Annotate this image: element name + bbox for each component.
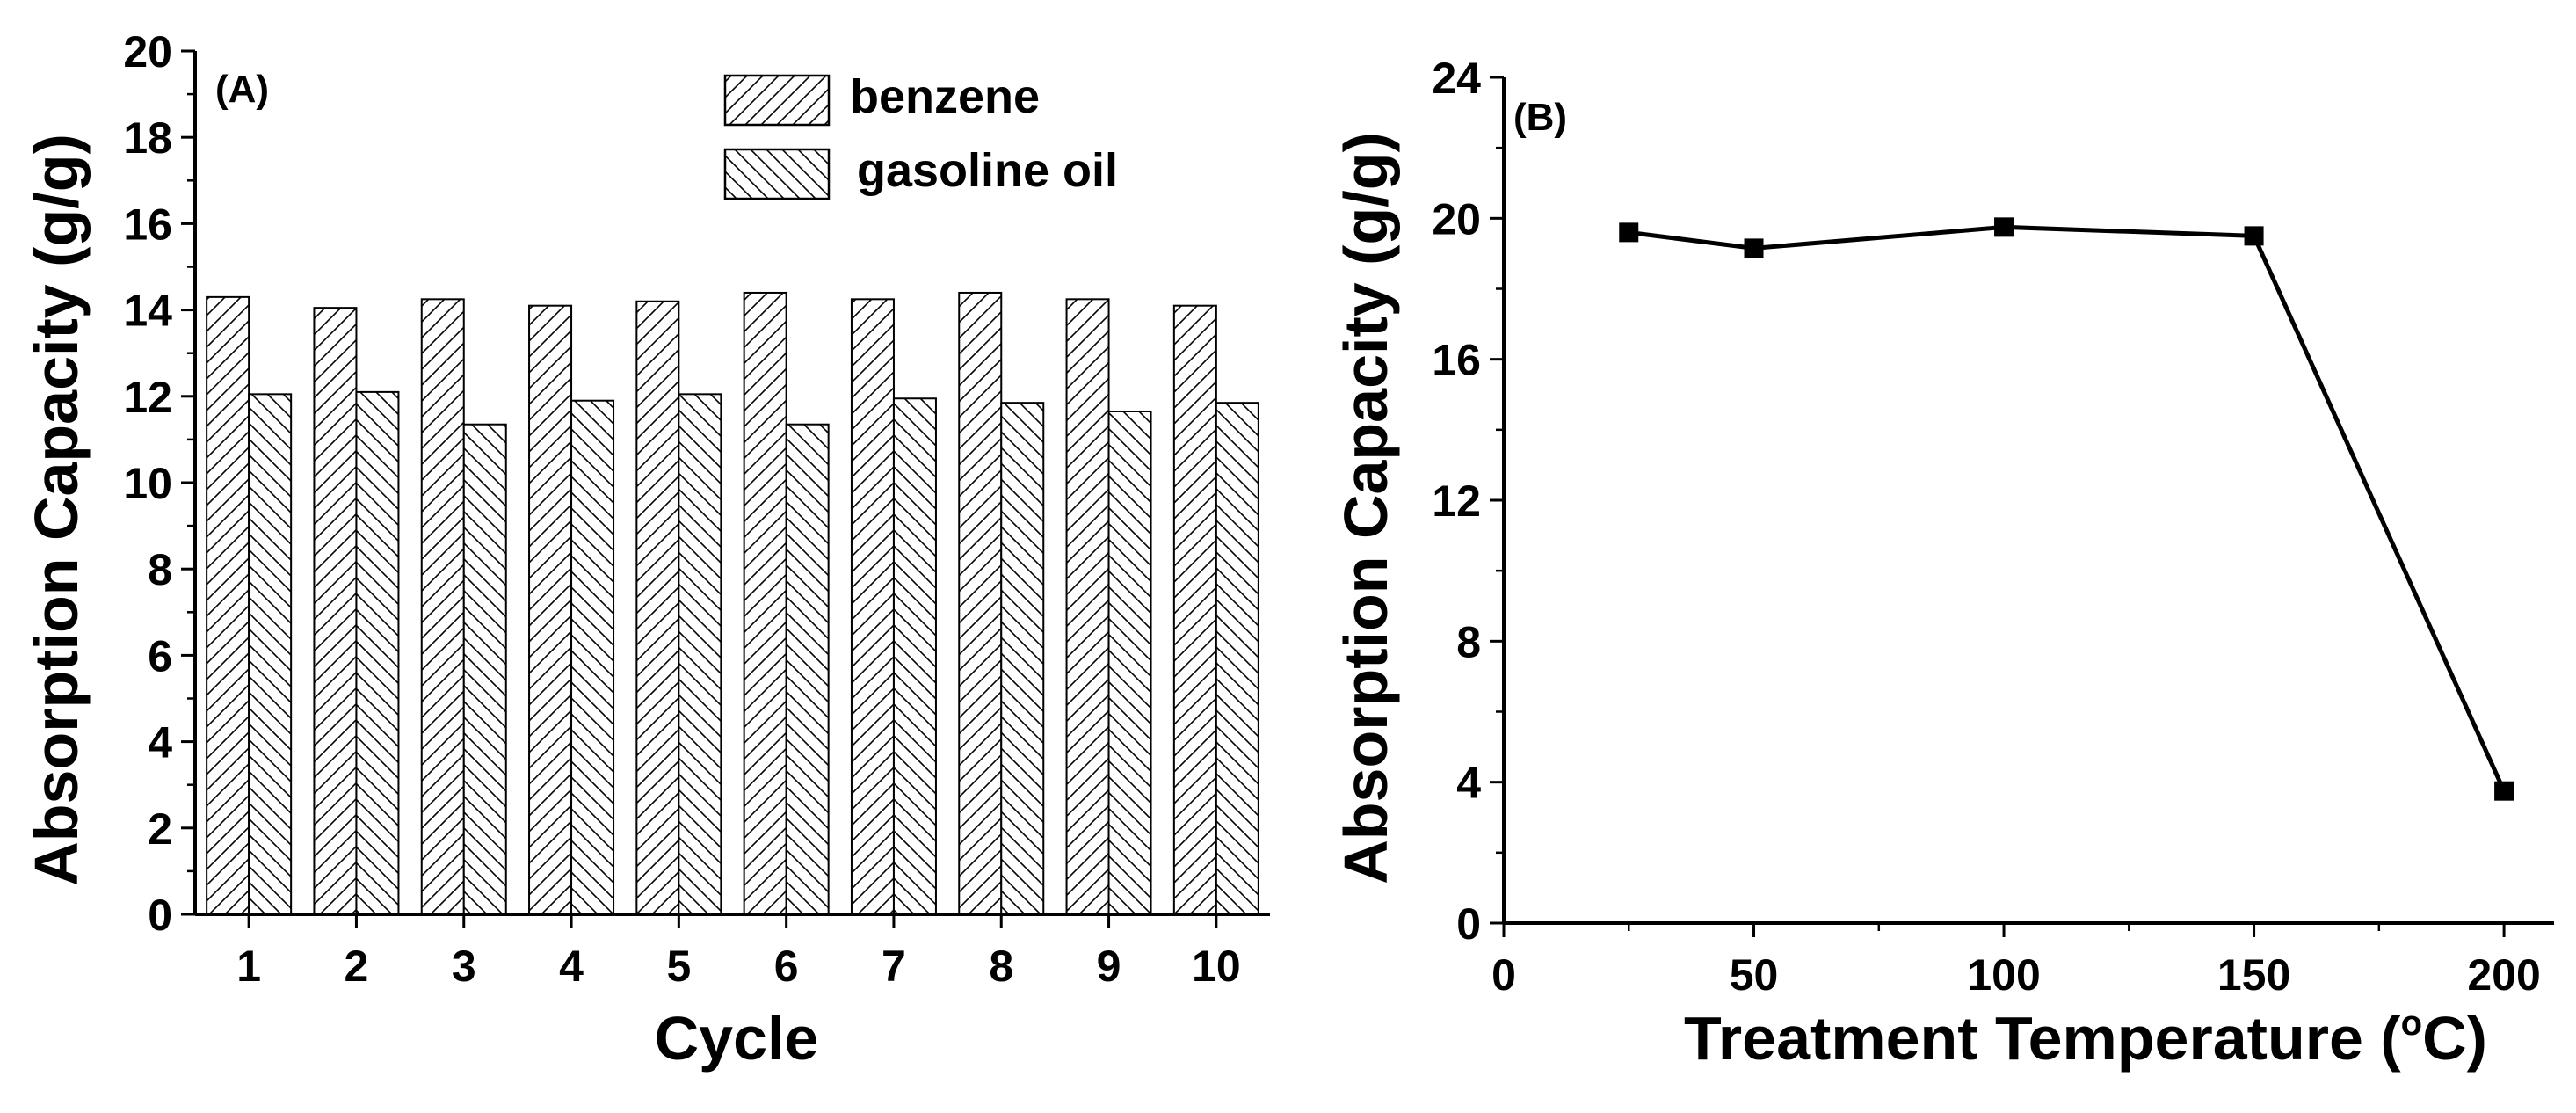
- y-tick-label-6: 6: [148, 631, 172, 680]
- y-tick-label-18: 18: [123, 113, 172, 163]
- x-tick-label-7: 7: [882, 942, 906, 991]
- panel-a-x-axis-title: Cycle: [655, 1004, 819, 1073]
- bar-gasoline-oil-6: [785, 423, 830, 915]
- x-tick-label-200: 200: [2467, 950, 2540, 1000]
- bar-benzene-2: [313, 307, 358, 915]
- panel-b-label: (B): [1513, 96, 1567, 139]
- bar-benzene-1: [206, 295, 250, 915]
- data-point-25: [1619, 222, 1639, 243]
- bar-benzene-9: [1065, 298, 1110, 915]
- y-tick-label-8: 8: [148, 545, 172, 594]
- panel-a-axes: [181, 49, 1270, 928]
- bar-benzene-4: [528, 304, 573, 915]
- panel-b-series: [1619, 217, 2514, 801]
- y-tick-label-16: 16: [1432, 336, 1481, 385]
- y-tick-label-0: 0: [1456, 899, 1481, 949]
- x-tick-label-5: 5: [666, 942, 691, 991]
- x-tick-label-3: 3: [452, 942, 476, 991]
- x-tick-label-4: 4: [559, 942, 584, 991]
- panel-b: 0 4 8 12 16 20 24 0 50 100 150 200 (B) Treatment Te…: [1332, 54, 2554, 1073]
- data-point-200: [2494, 781, 2514, 801]
- bar-gasoline-oil-7: [892, 397, 937, 915]
- legend-swatch-benzene: [723, 74, 831, 127]
- panel-b-x-axis-title-main: Treatment Temperature (: [1684, 1004, 2401, 1073]
- panel-a-label: (A): [215, 68, 269, 111]
- y-tick-label-10: 10: [123, 459, 172, 508]
- x-tick-label-50: 50: [1730, 950, 1779, 1000]
- bar-benzene-6: [743, 291, 787, 915]
- bar-benzene-5: [635, 300, 680, 915]
- x-tick-label-6: 6: [774, 942, 799, 991]
- panel-b-y-axis-title: Absorption Capacity (g/g): [1332, 132, 1400, 884]
- y-tick-label-20: 20: [123, 27, 172, 76]
- x-tick-label-2: 2: [345, 942, 369, 991]
- panel-b-x-axis-title-degree: o: [2401, 1004, 2422, 1043]
- y-tick-label-24: 24: [1432, 54, 1481, 103]
- data-point-50: [1744, 238, 1764, 258]
- bar-gasoline-oil-5: [678, 393, 722, 916]
- series-line: [1628, 224, 2507, 792]
- panel-b-x-axis-title: Treatment Temperature (oC): [1684, 1004, 2487, 1073]
- y-tick-label-16: 16: [123, 200, 172, 249]
- x-tick-label-150: 150: [2217, 950, 2290, 1000]
- y-tick-label-12: 12: [1432, 476, 1481, 526]
- x-tick-label-10: 10: [1192, 942, 1241, 991]
- bar-gasoline-oil-4: [570, 399, 615, 915]
- y-tick-label-8: 8: [1456, 617, 1481, 666]
- data-point-100: [1994, 217, 2014, 237]
- x-tick-label-9: 9: [1097, 942, 1121, 991]
- panel-a-y-axis-title: Absorption Capacity (g/g): [22, 134, 91, 886]
- bar-benzene-8: [958, 291, 1003, 915]
- y-tick-label-4: 4: [1456, 759, 1481, 808]
- y-tick-label-14: 14: [123, 287, 172, 336]
- legend-label-benzene: benzene: [850, 70, 1040, 123]
- bar-benzene-10: [1172, 304, 1217, 915]
- x-tick-label-0: 0: [1491, 950, 1516, 1000]
- panel-b-tick-labels: 0 4 8 12 16 20 24 0 50 100 150 200: [1432, 54, 2540, 1000]
- legend-label-gasoline-oil: gasoline oil: [857, 144, 1118, 197]
- y-tick-label-0: 0: [148, 891, 172, 940]
- legend-swatch-gasoline-oil: [723, 148, 831, 200]
- bar-gasoline-oil-1: [248, 393, 293, 916]
- x-tick-label-100: 100: [1967, 950, 2040, 1000]
- y-tick-label-20: 20: [1432, 194, 1481, 244]
- y-tick-label-2: 2: [148, 804, 172, 854]
- bar-gasoline-oil-10: [1215, 402, 1259, 916]
- y-tick-label-4: 4: [148, 718, 172, 767]
- data-point-150: [2244, 226, 2264, 246]
- panel-a-legend: benzene gasoline oil: [723, 70, 1118, 200]
- bar-benzene-7: [850, 298, 895, 915]
- panel-a-bars: [206, 291, 1259, 916]
- panel-b-axes: [1490, 76, 2554, 937]
- x-tick-label-1: 1: [236, 942, 261, 991]
- bar-gasoline-oil-9: [1107, 410, 1152, 915]
- y-tick-label-12: 12: [123, 373, 172, 422]
- bar-gasoline-oil-8: [1000, 402, 1045, 916]
- panel-b-x-axis-title-unit: C): [2422, 1004, 2487, 1073]
- x-tick-label-8: 8: [989, 942, 1013, 991]
- bar-benzene-3: [420, 298, 465, 915]
- bar-gasoline-oil-3: [462, 423, 507, 915]
- bar-gasoline-oil-2: [355, 390, 400, 915]
